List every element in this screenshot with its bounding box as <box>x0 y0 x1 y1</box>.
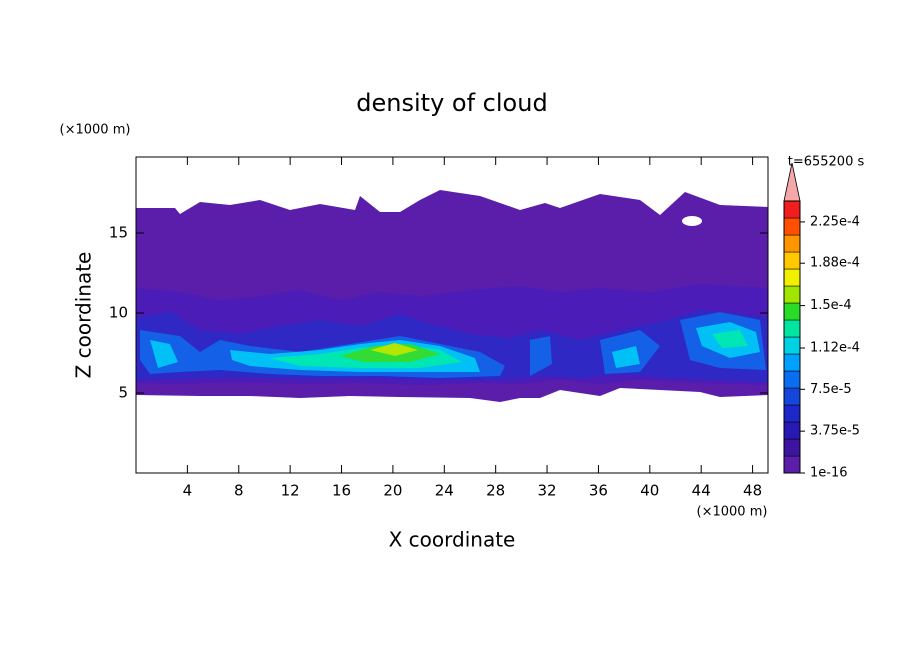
y-tick-label: 10 <box>109 304 128 322</box>
cloud-region <box>370 343 418 356</box>
colorbar-segment <box>783 404 801 423</box>
colorbar-segment <box>783 455 801 474</box>
time-annotation: t=655200 s <box>788 155 865 170</box>
x-tick-label: 12 <box>281 482 300 500</box>
colorbar-label: 1e-16 <box>810 466 848 481</box>
x-tick-label: 48 <box>743 482 762 500</box>
x-tick-label: 36 <box>589 482 608 500</box>
y-tick-label: 5 <box>118 384 128 402</box>
colorbar-segment <box>783 370 801 389</box>
colorbar-segment <box>783 319 801 338</box>
colorbar-segment <box>783 336 801 355</box>
colorbar-label: 3.75e-5 <box>810 424 860 439</box>
colorbar-label: 1.12e-4 <box>810 341 860 356</box>
colorbar-label: 7.5e-5 <box>810 382 852 397</box>
x-tick-label: 4 <box>183 482 193 500</box>
y-axis-label: Z coordinate <box>72 252 96 379</box>
colorbar-segment <box>783 285 801 304</box>
colorbar-segment <box>783 234 801 253</box>
colorbar-label: 1.5e-4 <box>810 298 852 313</box>
y-unit: (×1000 m) <box>60 123 131 138</box>
x-tick-label: 28 <box>486 482 505 500</box>
contour-field <box>136 190 768 402</box>
colorbar-segment <box>783 438 801 457</box>
x-tick-label: 32 <box>538 482 557 500</box>
colorbar-segment <box>783 302 801 321</box>
x-tick-label: 16 <box>332 482 351 500</box>
colorbar-segment <box>783 217 801 236</box>
x-unit: (×1000 m) <box>697 505 768 520</box>
chart-title: density of cloud <box>356 89 547 117</box>
x-tick-label: 8 <box>234 482 244 500</box>
colorbar-segment <box>783 387 801 406</box>
x-tick-label: 24 <box>435 482 454 500</box>
colorbar-segment <box>783 353 801 372</box>
colorbar-frame <box>783 200 801 474</box>
colorbar-label: 2.25e-4 <box>810 214 860 229</box>
x-axis-label: X coordinate <box>389 528 516 552</box>
colorbar-segment <box>783 200 801 219</box>
plot-frame <box>135 156 769 474</box>
x-tick-label: 20 <box>383 482 402 500</box>
colorbar-segment <box>783 421 801 440</box>
colorbar-label: 1.88e-4 <box>810 256 860 271</box>
x-tick-label: 40 <box>640 482 659 500</box>
cloud-hole <box>682 216 702 226</box>
colorbar-segment <box>783 268 801 287</box>
y-tick-label: 15 <box>109 224 128 242</box>
colorbar-segment <box>783 251 801 270</box>
x-tick-label: 44 <box>692 482 711 500</box>
